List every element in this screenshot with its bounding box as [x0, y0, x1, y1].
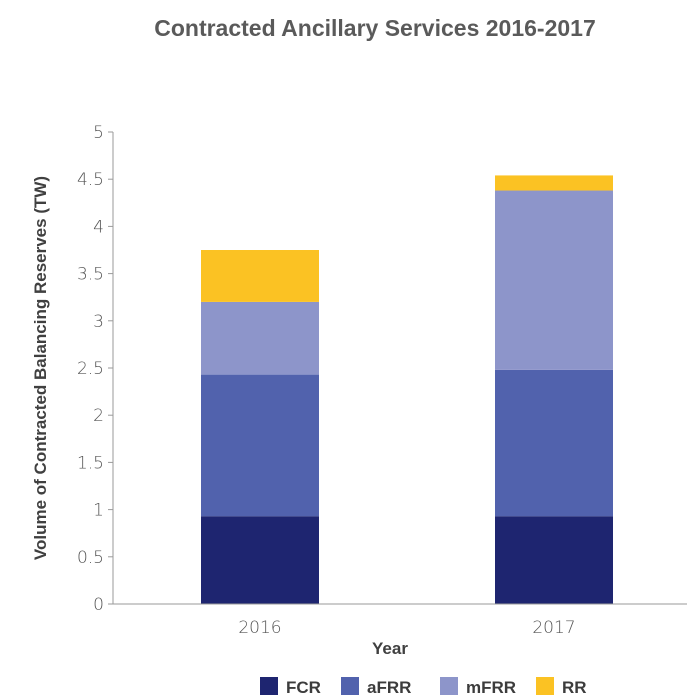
y-tick-label: 3.5 [77, 265, 104, 285]
legend-label-mfrr: mFRR [466, 678, 516, 695]
y-tick-label: 0.5 [77, 548, 104, 568]
chart-title: Contracted Ancillary Services 2016-2017 [154, 15, 596, 41]
bars [201, 175, 613, 604]
legend-label-afrr: aFRR [367, 678, 411, 695]
legend-swatch-rr [536, 677, 554, 695]
x-tick-label-2016: 2016 [238, 618, 281, 638]
y-tick-label: 4 [93, 217, 104, 237]
legend-swatch-fcr [260, 677, 278, 695]
y-tick-label: 3 [93, 312, 104, 332]
y-tick-label: 5 [93, 123, 104, 143]
legend-label-fcr: FCR [286, 678, 321, 695]
legend-swatch-afrr [341, 677, 359, 695]
bar-mfrr-2016 [201, 301, 319, 375]
bar-rr-2016 [201, 250, 319, 302]
y-axis: 0 0.5 1 1.5 2 2.5 3 3.5 4 4.5 5 [77, 123, 114, 615]
legend: FCR aFRR mFRR RR [260, 677, 587, 695]
bar-fcr-2016 [201, 516, 319, 604]
y-tick-label: 2 [93, 406, 104, 426]
bar-afrr-2017 [495, 369, 613, 517]
x-axis: 2016 2017 [113, 603, 687, 638]
x-tick-label-2017: 2017 [532, 618, 575, 638]
bar-afrr-2016 [201, 374, 319, 517]
legend-swatch-mfrr [440, 677, 458, 695]
bar-mfrr-2017 [495, 190, 613, 370]
bar-fcr-2017 [495, 516, 613, 604]
legend-label-rr: RR [562, 678, 587, 695]
y-tick-label: 4.5 [77, 170, 104, 190]
x-axis-title: Year [372, 639, 408, 658]
y-tick-label: 2.5 [77, 359, 104, 379]
bar-rr-2017 [495, 175, 613, 191]
y-axis-title: Volume of Contracted Balancing Reserves … [31, 176, 50, 560]
y-tick-label: 1 [93, 501, 104, 521]
y-tick-label: 0 [93, 595, 104, 615]
y-tick-label: 1.5 [77, 453, 104, 473]
